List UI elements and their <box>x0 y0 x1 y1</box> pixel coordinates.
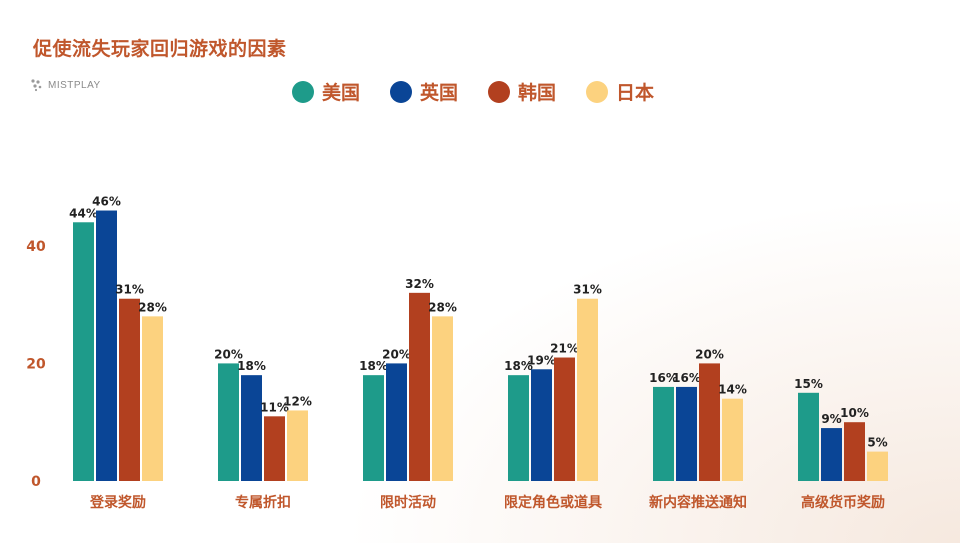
y-tick-label: 40 <box>26 239 46 255</box>
bar <box>241 375 262 481</box>
legend-label-kr: 韩国 <box>518 82 557 104</box>
bar <box>287 410 308 481</box>
x-category-label: 限定角色或道具 <box>504 494 602 511</box>
bar <box>653 386 674 481</box>
bar <box>821 428 842 481</box>
data-label: 21% <box>550 342 579 356</box>
data-label: 32% <box>405 277 434 291</box>
bar <box>119 298 140 481</box>
legend-label-uk: 英国 <box>420 82 459 104</box>
bar <box>508 375 529 481</box>
legend-label-us: 美国 <box>322 82 361 104</box>
data-label: 18% <box>359 359 388 373</box>
x-category-label: 新内容推送通知 <box>649 494 747 511</box>
bar <box>844 422 865 481</box>
data-label: 16% <box>672 371 701 385</box>
legend-swatch-kr <box>488 80 511 103</box>
data-label: 46% <box>92 195 121 209</box>
data-label: 14% <box>718 383 747 397</box>
bar <box>798 392 819 481</box>
data-label: 31% <box>573 283 602 297</box>
bar <box>432 316 453 481</box>
bar <box>218 363 239 481</box>
data-label: 18% <box>237 359 266 373</box>
bar <box>577 298 598 481</box>
bar <box>73 222 94 481</box>
legend-item-kr: 韩国 <box>488 78 556 105</box>
x-category-label: 登录奖励 <box>89 494 146 511</box>
data-label: 44% <box>69 206 98 220</box>
legend-item-jp: 日本 <box>586 78 654 105</box>
bar <box>722 398 743 481</box>
y-tick-label: 0 <box>31 474 41 490</box>
data-label: 20% <box>382 347 411 361</box>
x-category-label: 限时活动 <box>380 494 436 511</box>
legend-swatch-jp <box>586 80 609 103</box>
legend-swatch-us <box>292 80 314 103</box>
legend-item-uk: 英国 <box>390 78 458 105</box>
bar <box>554 357 575 481</box>
x-category-label: 高级货币奖励 <box>801 494 885 511</box>
data-label: 19% <box>527 353 556 367</box>
data-label: 31% <box>115 283 144 297</box>
data-label: 11% <box>260 400 289 414</box>
data-label: 18% <box>504 359 533 373</box>
data-label: 28% <box>138 300 167 314</box>
brand-name: MISTPLAY <box>48 79 101 91</box>
data-label: 20% <box>214 347 243 361</box>
bar <box>867 451 888 481</box>
bar <box>531 369 552 481</box>
chart-title: 促使流失玩家回归游戏的因素 <box>33 38 287 60</box>
legend-swatch-uk <box>390 80 413 103</box>
y-tick-label: 20 <box>26 356 46 372</box>
x-category-label: 专属折扣 <box>235 494 291 511</box>
data-label: 28% <box>428 300 457 314</box>
data-label: 20% <box>695 347 724 361</box>
data-label: 16% <box>649 371 678 385</box>
bar <box>409 292 430 481</box>
legend-item-us: 美国 <box>292 78 360 105</box>
data-label: 9% <box>821 412 841 426</box>
brand-logo: MISTPLAY <box>30 78 101 92</box>
bar <box>96 210 117 481</box>
data-label: 12% <box>283 394 312 408</box>
bar <box>142 316 163 481</box>
bar <box>386 363 407 481</box>
bar <box>676 386 697 481</box>
bar <box>699 363 720 481</box>
chart-legend: 美国 英国 韩国 日本 <box>292 78 684 105</box>
bar <box>264 416 285 481</box>
data-label: 10% <box>840 406 869 420</box>
legend-label-jp: 日本 <box>616 82 655 104</box>
mistplay-logo-icon <box>31 79 42 92</box>
bar <box>363 375 384 481</box>
data-label: 5% <box>867 436 887 450</box>
data-label: 15% <box>794 377 823 391</box>
